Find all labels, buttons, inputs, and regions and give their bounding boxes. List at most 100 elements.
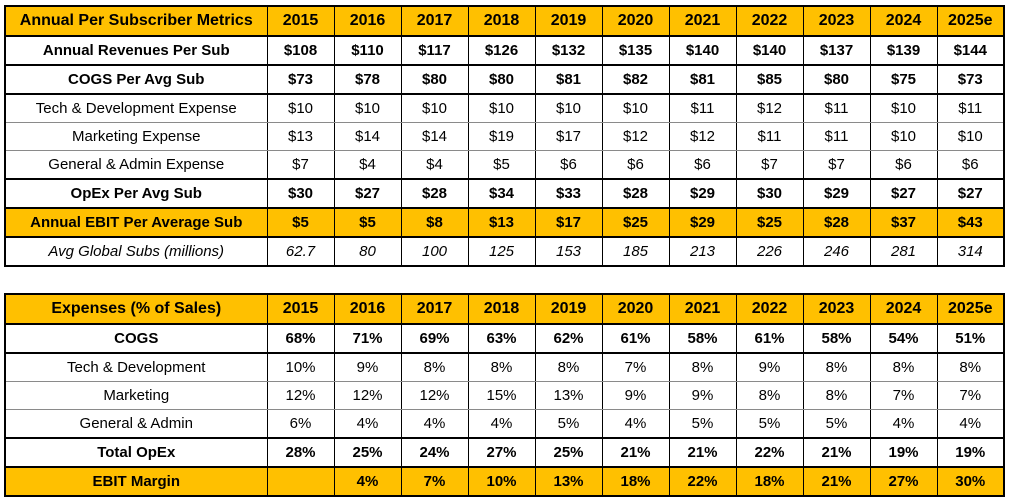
data-cell: 13%: [534, 466, 603, 497]
year-header: 2015: [266, 293, 335, 325]
data-cell: $28: [601, 178, 670, 209]
row-label: OpEx Per Avg Sub: [4, 178, 268, 209]
data-cell: $17: [534, 207, 603, 238]
data-cell: $137: [802, 35, 871, 66]
table-title: Annual Per Subscriber Metrics: [4, 5, 268, 37]
data-cell: 61%: [601, 323, 670, 354]
data-cell: 6%: [266, 409, 335, 439]
year-header: 2021: [668, 293, 737, 325]
data-cell: 62%: [534, 323, 603, 354]
data-cell: 7%: [400, 466, 469, 497]
data-cell: 21%: [802, 437, 871, 468]
data-cell: $140: [668, 35, 737, 66]
year-header: 2019: [534, 5, 603, 37]
data-cell: 27%: [869, 466, 938, 497]
data-cell: 4%: [333, 466, 402, 497]
data-cell: $43: [936, 207, 1005, 238]
data-cell: 19%: [936, 437, 1005, 468]
year-header: 2020: [601, 5, 670, 37]
data-cell: $33: [534, 178, 603, 209]
year-header: 2023: [802, 5, 871, 37]
data-cell: 7%: [936, 381, 1005, 410]
table-row: Total OpEx 28% 25% 24% 27% 25% 21% 21% 22% 21% 19%…: [4, 437, 1005, 468]
data-cell: $29: [668, 207, 737, 238]
row-label: Marketing Expense: [4, 122, 268, 151]
data-cell: 51%: [936, 323, 1005, 354]
data-cell: 10%: [266, 352, 335, 382]
data-cell: $25: [735, 207, 804, 238]
data-cell: $73: [936, 64, 1005, 95]
year-header: 2025e: [936, 5, 1005, 37]
data-cell: 58%: [668, 323, 737, 354]
table-row: EBIT Margin 4% 7% 10% 13% 18% 22% 18% 21% 27% 30%: [4, 466, 1005, 497]
row-label: EBIT Margin: [4, 466, 268, 497]
table-row: Avg Global Subs (millions) 62.7 80 100 125 15…: [4, 236, 1005, 267]
table-row: General & Admin 6% 4% 4% 4% 5% 4% 5% 5% 5% 4% 4%: [4, 409, 1005, 439]
data-cell: $11: [668, 93, 737, 123]
data-cell: $12: [735, 93, 804, 123]
data-cell: 7%: [601, 352, 670, 382]
data-cell: 9%: [668, 381, 737, 410]
data-cell: $4: [400, 150, 469, 180]
data-cell: 10%: [467, 466, 536, 497]
data-cell: $6: [668, 150, 737, 180]
data-cell: $6: [936, 150, 1005, 180]
data-cell: 18%: [735, 466, 804, 497]
data-cell: 8%: [869, 352, 938, 382]
data-cell: 61%: [735, 323, 804, 354]
data-cell: 8%: [735, 381, 804, 410]
table-row: Marketing Expense $13 $14 $14 $19 $17 $12 $12 $1…: [4, 122, 1005, 151]
data-cell: 27%: [467, 437, 536, 468]
data-cell: $132: [534, 35, 603, 66]
data-cell: 4%: [333, 409, 402, 439]
data-cell: $13: [467, 207, 536, 238]
data-cell: 22%: [735, 437, 804, 468]
data-cell: 5%: [802, 409, 871, 439]
data-cell: 246: [802, 236, 871, 267]
table-row: Annual Revenues Per Sub $108 $110 $117 $126 $…: [4, 35, 1005, 66]
data-cell: $10: [467, 93, 536, 123]
data-cell: $80: [400, 64, 469, 95]
year-header: 2018: [467, 5, 536, 37]
row-label: COGS: [4, 323, 268, 354]
data-cell: $126: [467, 35, 536, 66]
data-cell: 4%: [869, 409, 938, 439]
data-cell: $81: [668, 64, 737, 95]
data-cell: 9%: [333, 352, 402, 382]
table-row: Tech & Development 10% 9% 8% 8% 8% 7% 8% 9% 8% 8% 8…: [4, 352, 1005, 382]
data-cell: $12: [601, 122, 670, 151]
year-header: 2021: [668, 5, 737, 37]
data-cell: $10: [400, 93, 469, 123]
row-label: Avg Global Subs (millions): [4, 236, 268, 267]
data-cell: $6: [869, 150, 938, 180]
row-label: COGS Per Avg Sub: [4, 64, 268, 95]
data-cell: $6: [601, 150, 670, 180]
data-cell: $108: [266, 35, 335, 66]
row-label: Total OpEx: [4, 437, 268, 468]
data-cell: $34: [467, 178, 536, 209]
data-cell: $110: [333, 35, 402, 66]
data-cell: $27: [936, 178, 1005, 209]
data-cell: 22%: [668, 466, 737, 497]
data-cell: $8: [400, 207, 469, 238]
data-cell: 28%: [266, 437, 335, 468]
data-cell: 9%: [601, 381, 670, 410]
data-cell: $11: [802, 93, 871, 123]
year-header: 2022: [735, 5, 804, 37]
year-header: 2023: [802, 293, 871, 325]
data-cell: $27: [869, 178, 938, 209]
data-cell: 8%: [467, 352, 536, 382]
year-header: 2025e: [936, 293, 1005, 325]
data-cell: $27: [333, 178, 402, 209]
row-label: General & Admin: [4, 409, 268, 439]
data-cell: 13%: [534, 381, 603, 410]
data-cell: 18%: [601, 466, 670, 497]
data-cell: 8%: [802, 352, 871, 382]
data-cell: $28: [400, 178, 469, 209]
data-cell: 25%: [534, 437, 603, 468]
data-cell: $5: [333, 207, 402, 238]
data-cell: 7%: [869, 381, 938, 410]
table-row: Annual EBIT Per Average Sub $5 $5 $8 $13 $17 $…: [4, 207, 1005, 238]
table-title: Expenses (% of Sales): [4, 293, 268, 325]
